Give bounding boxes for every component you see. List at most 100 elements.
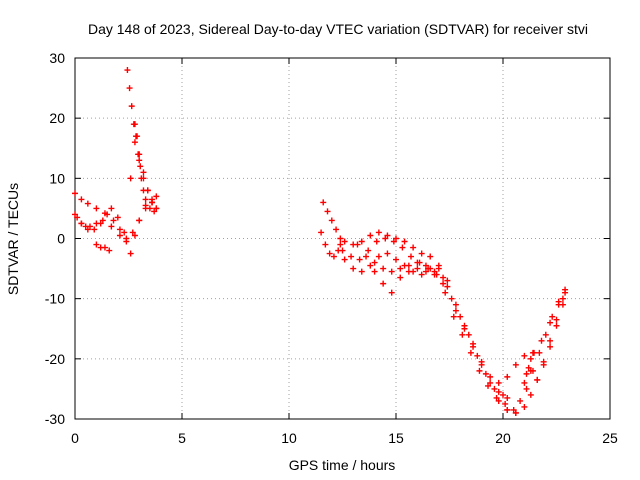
data-point — [414, 265, 421, 272]
data-point — [339, 247, 346, 254]
data-point — [427, 265, 434, 272]
data-point — [405, 268, 412, 275]
data-point — [142, 202, 149, 209]
data-point — [504, 373, 511, 380]
data-point — [393, 235, 399, 242]
data-point — [114, 214, 121, 221]
data-point — [146, 205, 153, 212]
data-point — [553, 316, 560, 323]
data-point — [382, 235, 389, 242]
data-point — [380, 280, 387, 287]
data-point — [559, 295, 566, 302]
data-point — [427, 253, 434, 260]
data-point — [84, 200, 91, 207]
data-point — [151, 208, 158, 215]
y-tick-label: 20 — [49, 110, 65, 126]
data-point — [536, 349, 543, 356]
data-point — [322, 241, 329, 248]
data-point — [363, 253, 370, 260]
data-point — [93, 205, 100, 212]
data-point — [547, 337, 554, 344]
data-point — [153, 193, 160, 200]
data-point — [326, 250, 333, 257]
data-point — [487, 373, 494, 380]
data-point — [521, 403, 528, 410]
data-point — [495, 397, 502, 404]
data-point — [399, 244, 406, 251]
chart-title: Day 148 of 2023, Sidereal Day-to-day VTE… — [88, 21, 588, 37]
data-point — [375, 253, 382, 260]
data-point — [131, 121, 138, 128]
data-point — [341, 238, 348, 245]
data-point — [129, 229, 136, 236]
data-point — [371, 259, 378, 266]
data-point — [384, 232, 391, 239]
data-point — [134, 133, 141, 140]
data-point — [485, 382, 492, 389]
y-tick-label: 0 — [57, 231, 65, 247]
data-point — [527, 367, 534, 374]
data-point — [440, 280, 447, 287]
y-tick-label: -10 — [45, 291, 65, 307]
data-point — [108, 223, 115, 230]
data-point — [131, 232, 138, 239]
data-point — [493, 394, 500, 401]
data-point — [140, 169, 147, 176]
data-point — [341, 256, 348, 263]
data-point — [431, 268, 438, 275]
data-point — [106, 247, 113, 254]
data-point — [476, 367, 483, 374]
data-point — [504, 406, 511, 413]
data-point — [512, 409, 519, 416]
data-point — [142, 196, 149, 203]
data-point — [540, 361, 547, 368]
x-tick-label: 0 — [71, 430, 79, 446]
data-point — [527, 355, 534, 362]
x-tick-label: 20 — [495, 430, 511, 446]
data-point — [74, 214, 81, 221]
data-point — [116, 226, 123, 233]
data-point — [549, 313, 556, 320]
data-point — [330, 253, 337, 260]
data-point — [153, 205, 160, 212]
data-point — [418, 271, 425, 278]
data-point — [101, 244, 108, 251]
x-tick-label: 15 — [388, 430, 404, 446]
data-point — [491, 385, 498, 392]
data-point — [527, 391, 534, 398]
data-point — [461, 322, 468, 329]
data-point — [127, 175, 134, 182]
data-point — [136, 157, 143, 164]
data-point — [450, 313, 457, 320]
x-tick-label: 25 — [602, 430, 618, 446]
data-point — [93, 241, 100, 248]
data-point — [553, 322, 560, 329]
data-point — [410, 244, 417, 251]
data-point — [467, 349, 474, 356]
data-point — [136, 217, 143, 224]
data-point — [531, 349, 538, 356]
data-point — [328, 217, 335, 224]
data-point — [478, 358, 485, 365]
data-point — [324, 208, 331, 215]
data-point — [78, 196, 85, 203]
data-point — [393, 256, 399, 263]
data-point — [91, 226, 98, 233]
data-point — [525, 364, 532, 371]
data-point — [380, 265, 387, 272]
data-point — [333, 226, 340, 233]
data-point — [457, 313, 464, 320]
data-point — [371, 268, 378, 275]
data-point — [127, 250, 134, 257]
data-point — [72, 211, 78, 218]
data-point — [131, 139, 138, 146]
data-point — [140, 187, 147, 194]
data-point — [510, 406, 517, 413]
data-point — [542, 331, 549, 338]
data-point — [422, 268, 429, 275]
data-point — [487, 379, 494, 386]
x-tick-label: 5 — [178, 430, 186, 446]
data-point — [523, 370, 530, 377]
data-point — [435, 262, 442, 269]
